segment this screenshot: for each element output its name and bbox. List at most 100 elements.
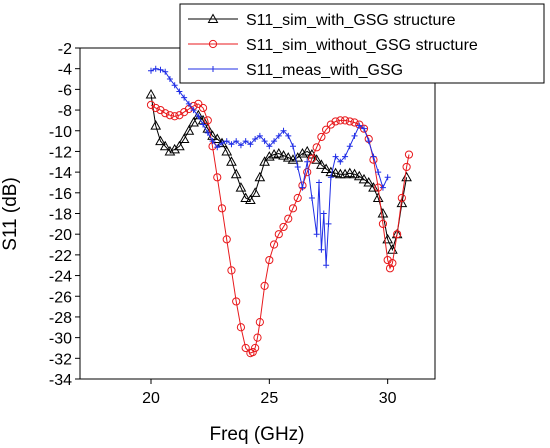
y-tick-label: -2	[58, 41, 72, 58]
plus-marker	[157, 66, 164, 73]
circle-marker	[293, 193, 302, 203]
circle-marker	[385, 264, 395, 273]
triangle-marker	[183, 125, 195, 135]
circle-marker	[255, 318, 264, 327]
x-axis-ticks: 20 25 30	[142, 379, 397, 407]
triangle-marker	[145, 89, 157, 99]
plus-marker	[233, 138, 240, 145]
plus-marker	[370, 153, 377, 160]
plus-marker	[271, 138, 278, 145]
triangle-marker	[259, 156, 270, 166]
circle-marker	[322, 125, 331, 134]
circle-marker	[232, 297, 241, 306]
y-axis-label: S11 (dB)	[0, 177, 21, 251]
plus-marker	[210, 66, 216, 72]
plus-marker	[166, 76, 173, 83]
plus-marker	[365, 138, 372, 145]
y-tick-label: -6	[58, 82, 72, 99]
circle-marker	[151, 103, 160, 113]
circle-marker	[317, 132, 326, 142]
triangle-marker	[155, 135, 166, 146]
triangle-marker	[159, 140, 171, 151]
triangle-marker	[301, 145, 313, 156]
plus-marker	[384, 174, 391, 181]
plus-marker	[275, 132, 282, 139]
legend-label: S11_sim_without_GSG structure	[246, 37, 478, 54]
y-tick-label: -20	[49, 227, 72, 244]
circle-marker	[198, 103, 208, 113]
plus-marker	[214, 144, 221, 151]
legend-box	[179, 3, 545, 84]
plus-marker	[223, 138, 230, 145]
legend-entry: S11_sim_with_GSG structure	[188, 12, 456, 29]
circle-marker	[165, 111, 175, 120]
y-tick-label: -16	[49, 186, 72, 203]
triangle-marker	[211, 133, 223, 144]
circle-marker	[345, 117, 354, 126]
plus-marker	[280, 127, 287, 134]
triangle-marker	[254, 171, 266, 182]
triangle-marker	[344, 167, 356, 178]
plus-marker	[351, 132, 358, 139]
legend-label: S11_meas_with_GSG	[246, 62, 403, 79]
series-layer	[145, 65, 414, 358]
x-axis-label: Freq (GHz)	[210, 424, 305, 445]
y-tick-label: -26	[49, 289, 72, 306]
circle-marker	[241, 343, 250, 353]
plus-marker	[308, 194, 315, 201]
circle-marker	[402, 162, 411, 172]
plus-marker	[290, 143, 296, 150]
y-tick-label: -14	[49, 165, 72, 182]
y-axis-ticks: -2 -4 -6 -8 -10 -12 -14 -16 -18 -20 -22 -24 -26 -28 -3…	[49, 41, 80, 389]
triangle-marker	[330, 167, 341, 178]
plus-marker	[299, 184, 306, 191]
circle-marker	[303, 168, 312, 177]
x-tick-label: 30	[379, 390, 397, 407]
y-tick-label: -32	[49, 351, 72, 368]
circle-marker	[404, 150, 414, 159]
circle-marker	[288, 204, 298, 213]
plus-marker	[190, 107, 197, 114]
triangle-marker	[278, 150, 289, 160]
plus-marker	[261, 138, 268, 145]
circle-marker	[284, 214, 293, 223]
y-tick-label: -22	[49, 248, 72, 265]
triangle-marker	[221, 145, 233, 156]
triangle-marker	[230, 168, 242, 179]
y-tick-label: -30	[49, 331, 72, 348]
y-tick-label: -12	[49, 144, 72, 161]
plus-marker	[313, 231, 320, 238]
triangle-marker	[396, 197, 408, 208]
y-tick-label: -28	[49, 310, 72, 327]
circle-marker	[248, 348, 257, 357]
plus-marker	[252, 136, 259, 143]
circle-marker	[208, 39, 218, 49]
plus-marker	[346, 143, 353, 150]
triangle-marker	[363, 176, 375, 187]
plus-marker	[195, 113, 202, 120]
triangle-marker	[249, 187, 261, 197]
triangle-marker	[273, 147, 285, 158]
plus-marker	[342, 153, 349, 160]
plus-marker	[285, 132, 292, 139]
plus-marker	[332, 153, 339, 160]
circle-marker	[236, 323, 246, 332]
y-tick-label: -18	[49, 207, 72, 224]
plus-marker	[185, 100, 192, 107]
y-tick-label: -4	[58, 62, 72, 79]
triangle-marker	[297, 147, 308, 158]
circle-marker	[227, 266, 236, 275]
circle-marker	[213, 173, 222, 182]
circle-marker	[279, 222, 288, 232]
series-line	[150, 94, 408, 252]
triangle-marker	[169, 143, 181, 154]
plus-marker	[318, 246, 325, 253]
plus-marker	[204, 129, 211, 136]
series-1	[145, 89, 412, 254]
triangle-marker	[263, 151, 275, 161]
plus-marker	[323, 262, 330, 269]
triangle-marker	[349, 168, 360, 179]
circle-marker	[265, 255, 274, 265]
series-line	[150, 68, 389, 266]
